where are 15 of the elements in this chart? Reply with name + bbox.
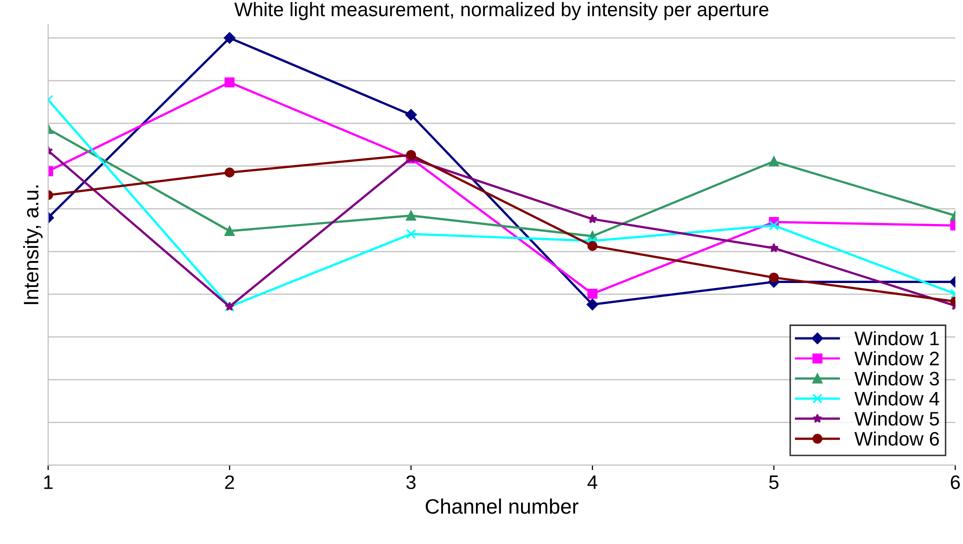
legend-label: Window 1 bbox=[854, 331, 939, 346]
x-tick-label: 1 bbox=[44, 476, 53, 489]
legend-label: Window 2 bbox=[854, 351, 939, 366]
legend-label: Window 4 bbox=[854, 391, 940, 406]
legend-label: Window 5 bbox=[854, 411, 939, 426]
y-axis-title: Intensity, a.u. bbox=[23, 186, 43, 304]
x-tick-label: 6 bbox=[950, 475, 960, 490]
x-tick-label: 4 bbox=[587, 476, 598, 489]
chart-title: White light measurement, normalized by intensity per aperture bbox=[234, 2, 768, 20]
x-tick-label: 3 bbox=[406, 475, 416, 490]
legend-label: Window 6 bbox=[854, 431, 939, 446]
x-tick-label: 5 bbox=[769, 476, 778, 490]
x-tick-label: 2 bbox=[225, 475, 234, 489]
legend-label: Window 3 bbox=[854, 371, 939, 386]
x-axis-title: Channel number bbox=[426, 498, 578, 514]
